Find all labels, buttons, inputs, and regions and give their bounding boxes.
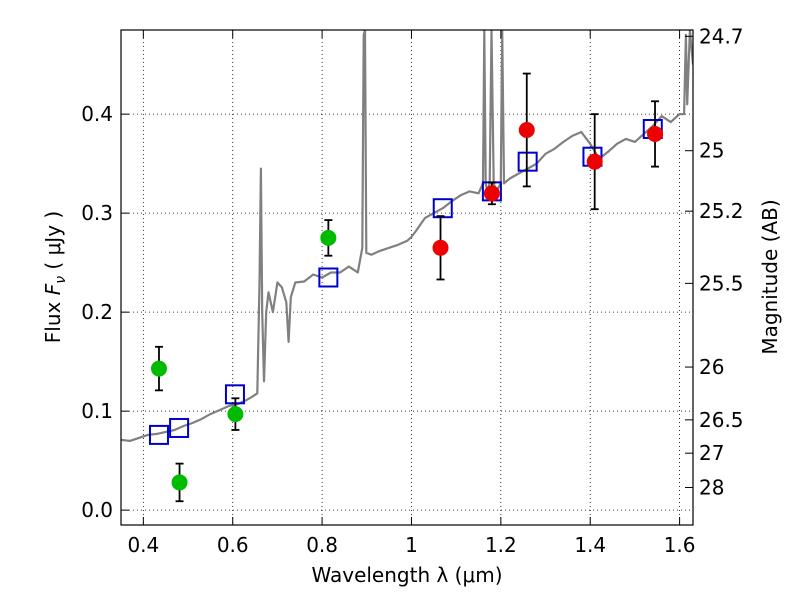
x-tick-label: 0.8 xyxy=(306,533,338,557)
data-point xyxy=(171,474,188,491)
data-point xyxy=(647,125,664,142)
x-tick-label: 0.4 xyxy=(127,533,159,557)
right-tick-label: 28 xyxy=(699,475,724,499)
spectrum-line xyxy=(121,30,693,442)
model-square-marker xyxy=(169,417,190,438)
data-points xyxy=(148,72,664,503)
grid xyxy=(121,30,693,525)
x-tick-label: 1.6 xyxy=(664,533,696,557)
y-tick-label: 0.4 xyxy=(81,102,113,126)
y-axis-label-left: Flux Fν ( μJy ) xyxy=(41,211,69,343)
right-tick-label: 26.5 xyxy=(699,408,744,432)
data-point xyxy=(483,185,500,202)
x-tick-label: 0.6 xyxy=(217,533,249,557)
model-square-marker xyxy=(148,424,169,445)
data-point xyxy=(518,121,535,138)
y-tick-label: 0.3 xyxy=(81,201,113,225)
right-tick-label: 24.7 xyxy=(699,24,744,48)
x-axis-label: Wavelength λ (μm) xyxy=(311,563,502,587)
axis-ticks xyxy=(121,30,693,525)
y-axis-label-right: Magnitude (AB) xyxy=(758,199,782,354)
y-tick-label: 0.0 xyxy=(81,498,113,522)
model-square-marker xyxy=(432,198,453,219)
right-tick-label: 27 xyxy=(699,441,724,465)
right-tick-label: 25.2 xyxy=(699,199,744,223)
x-tick-label: 1.4 xyxy=(574,533,606,557)
data-point xyxy=(150,360,167,377)
data-point xyxy=(432,239,449,256)
x-tick-label: 1.2 xyxy=(485,533,517,557)
right-tick-label: 25 xyxy=(699,139,724,163)
tick-labels: 0.4 0.6 0.8 1 1.2 1.4 1.6 0.0 0.1 0.2 0.3 0.4 24.7 25… xyxy=(81,24,743,557)
data-point xyxy=(320,229,337,246)
data-point xyxy=(227,406,244,423)
y-tick-label: 0.2 xyxy=(81,300,113,324)
model-square-marker xyxy=(318,267,339,288)
right-tick-label: 25.5 xyxy=(699,271,744,295)
model-spectrum-series xyxy=(121,30,693,442)
y-tick-label: 0.1 xyxy=(81,399,113,423)
right-tick-label: 26 xyxy=(699,355,724,379)
data-point xyxy=(586,153,603,170)
plot-frame xyxy=(120,29,694,526)
x-tick-label: 1 xyxy=(405,533,418,557)
